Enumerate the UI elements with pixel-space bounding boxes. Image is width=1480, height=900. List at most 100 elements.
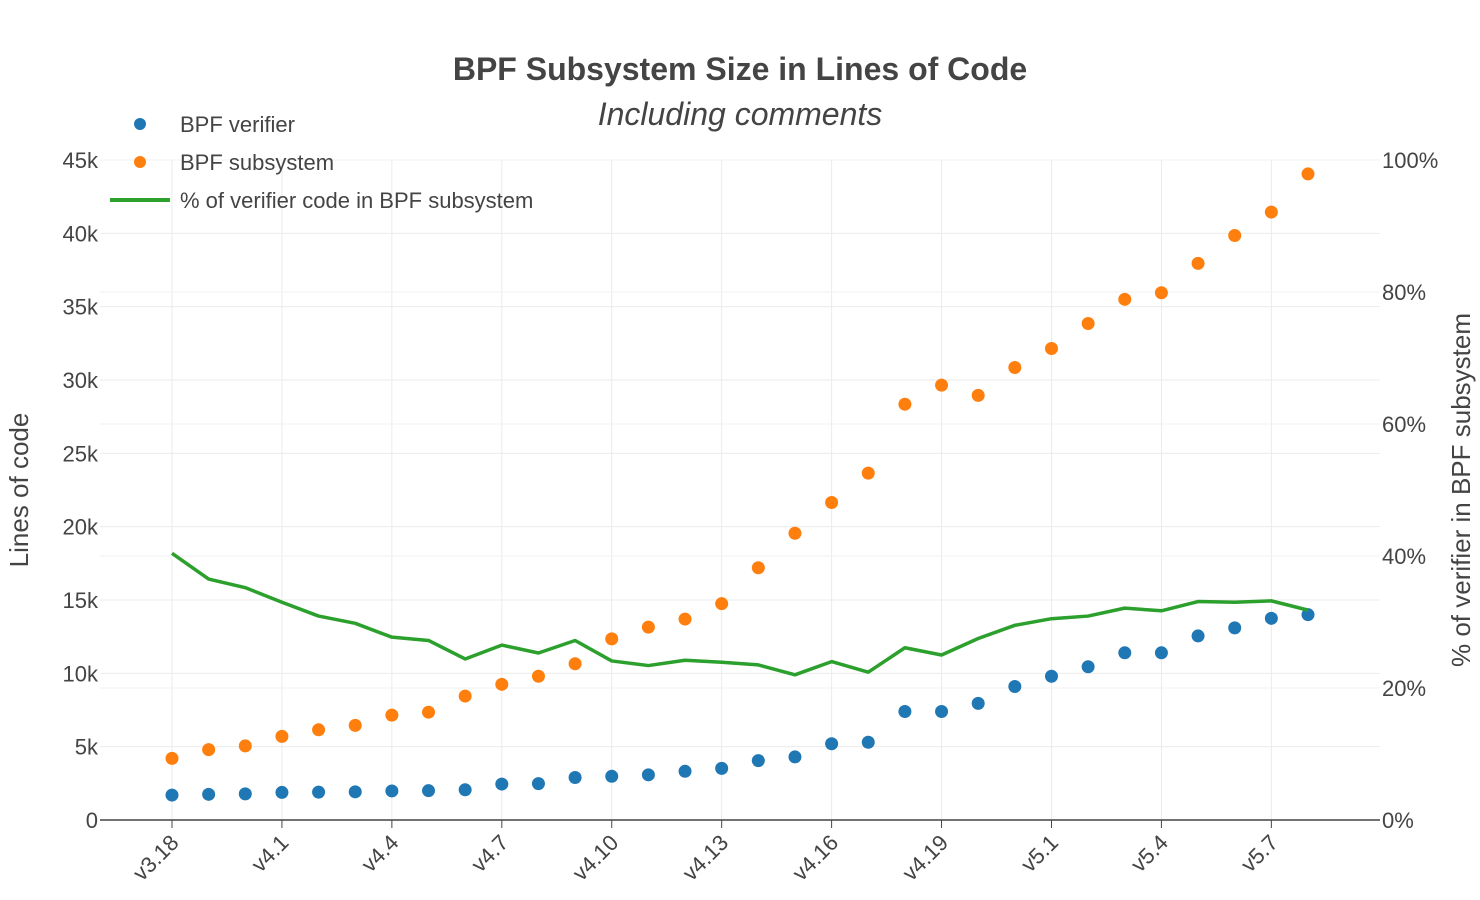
subsystem-point — [202, 743, 216, 757]
y-tick-label: 20k — [63, 515, 99, 540]
subsystem-point — [348, 718, 362, 732]
chart-subtitle: Including comments — [598, 96, 883, 132]
verifier-point — [971, 696, 985, 710]
subsystem-point — [1154, 286, 1168, 300]
subsystem-point — [715, 597, 729, 611]
verifier-point — [568, 770, 582, 784]
verifier-point — [422, 784, 436, 798]
chart-title: BPF Subsystem Size in Lines of Code — [453, 51, 1027, 87]
subsystem-point — [678, 612, 692, 626]
verifier-point — [1118, 646, 1132, 660]
verifier-point — [312, 785, 326, 799]
subsystem-point — [165, 751, 179, 765]
subsystem-point — [641, 620, 655, 634]
subsystem-point — [1044, 341, 1058, 355]
verifier-point — [1264, 611, 1278, 625]
verifier-point — [1008, 680, 1022, 694]
verifier-point — [678, 764, 692, 778]
subsystem-point — [1228, 229, 1242, 243]
subsystem-point — [751, 561, 765, 575]
verifier-point — [861, 735, 875, 749]
ticks-layer: v3.18 v4.1 v4.4 v4.7 v4.10 v4.13 v4.16 v4.19 v5.… — [63, 148, 1439, 886]
subsystem-point — [1118, 292, 1132, 306]
legend-marker-subsystem — [134, 156, 146, 168]
y2-tick-label: 80% — [1382, 280, 1426, 305]
series-layer — [165, 167, 1315, 802]
subsystem-point — [788, 526, 802, 540]
verifier-point — [751, 754, 765, 768]
verifier-point — [202, 787, 216, 801]
subsystem-point — [458, 689, 472, 703]
x-tick-label: v4.13 — [677, 830, 733, 886]
y2-tick-label: 20% — [1382, 676, 1426, 701]
y-tick-label: 45k — [63, 148, 99, 173]
subsystem-point — [1264, 205, 1278, 219]
verifier-point — [825, 737, 839, 751]
x-tick-label: v5.1 — [1016, 830, 1063, 877]
verifier-point — [715, 761, 729, 775]
verifier-point — [238, 787, 252, 801]
verifier-point — [898, 704, 912, 718]
legend-label-percent: % of verifier code in BPF subsystem — [180, 188, 533, 213]
verifier-point — [1154, 646, 1168, 660]
subsystem-point — [971, 388, 985, 402]
verifier-point — [605, 769, 619, 783]
grid-layer — [100, 159, 1380, 820]
verifier-point — [1228, 621, 1242, 635]
verifier-point — [641, 768, 655, 782]
verifier-point — [935, 704, 949, 718]
verifier-point — [788, 750, 802, 764]
subsystem-point — [238, 739, 252, 753]
subsystem-point — [825, 495, 839, 509]
subsystem-point — [422, 705, 436, 719]
x-tick-label: v4.4 — [356, 830, 403, 877]
subsystem-point — [605, 632, 619, 646]
subsystem-point — [568, 657, 582, 671]
legend-marker-verifier — [134, 118, 146, 130]
x-tick-label: v4.1 — [246, 830, 293, 877]
y-tick-label: 5k — [75, 735, 99, 760]
x-tick-label: v5.7 — [1236, 830, 1283, 877]
subsystem-point — [495, 677, 509, 691]
subsystem-point — [935, 378, 949, 392]
x-tick-label: v3.18 — [128, 830, 184, 886]
y-tick-label: 30k — [63, 368, 99, 393]
verifier-point — [495, 777, 509, 791]
x-tick-label: v4.10 — [568, 830, 624, 886]
subsystem-point — [861, 466, 875, 480]
subsystem-point — [1008, 361, 1022, 375]
subsystem-point — [1081, 317, 1095, 331]
subsystem-point — [531, 669, 545, 683]
legend[interactable]: BPF verifier BPF subsystem % of verifier… — [110, 112, 533, 213]
verifier-point — [385, 784, 399, 798]
x-tick-label: v5.4 — [1126, 830, 1173, 877]
subsystem-point — [898, 397, 912, 411]
verifier-point — [458, 783, 472, 797]
x-tick-label: v4.16 — [787, 830, 843, 886]
y-tick-label: 0 — [86, 808, 98, 833]
verifier-point — [165, 788, 179, 802]
y-tick-label: 15k — [63, 588, 99, 613]
y2-tick-label: 0% — [1382, 808, 1414, 833]
y-tick-label: 40k — [63, 221, 99, 246]
subsystem-point — [1301, 167, 1315, 181]
verifier-point — [348, 785, 362, 799]
x-tick-label: v4.7 — [466, 830, 513, 877]
y-tick-label: 25k — [63, 441, 99, 466]
verifier-point — [1044, 669, 1058, 683]
y2-tick-label: 100% — [1382, 148, 1438, 173]
subsystem-point — [385, 708, 399, 722]
verifier-point — [1081, 660, 1095, 674]
subsystem-point — [312, 723, 326, 737]
series-line-percent — [170, 551, 1309, 677]
y-axis-title: Lines of code — [4, 413, 34, 568]
legend-label-verifier: BPF verifier — [180, 112, 295, 137]
verifier-point — [1191, 629, 1205, 643]
verifier-point — [531, 777, 545, 791]
y2-axis-title: % of verifier in BPF subsystem — [1446, 313, 1476, 667]
verifier-point — [1301, 608, 1315, 622]
x-tick-label: v4.19 — [897, 830, 953, 886]
y-tick-label: 10k — [63, 661, 99, 686]
subsystem-point — [275, 729, 289, 743]
